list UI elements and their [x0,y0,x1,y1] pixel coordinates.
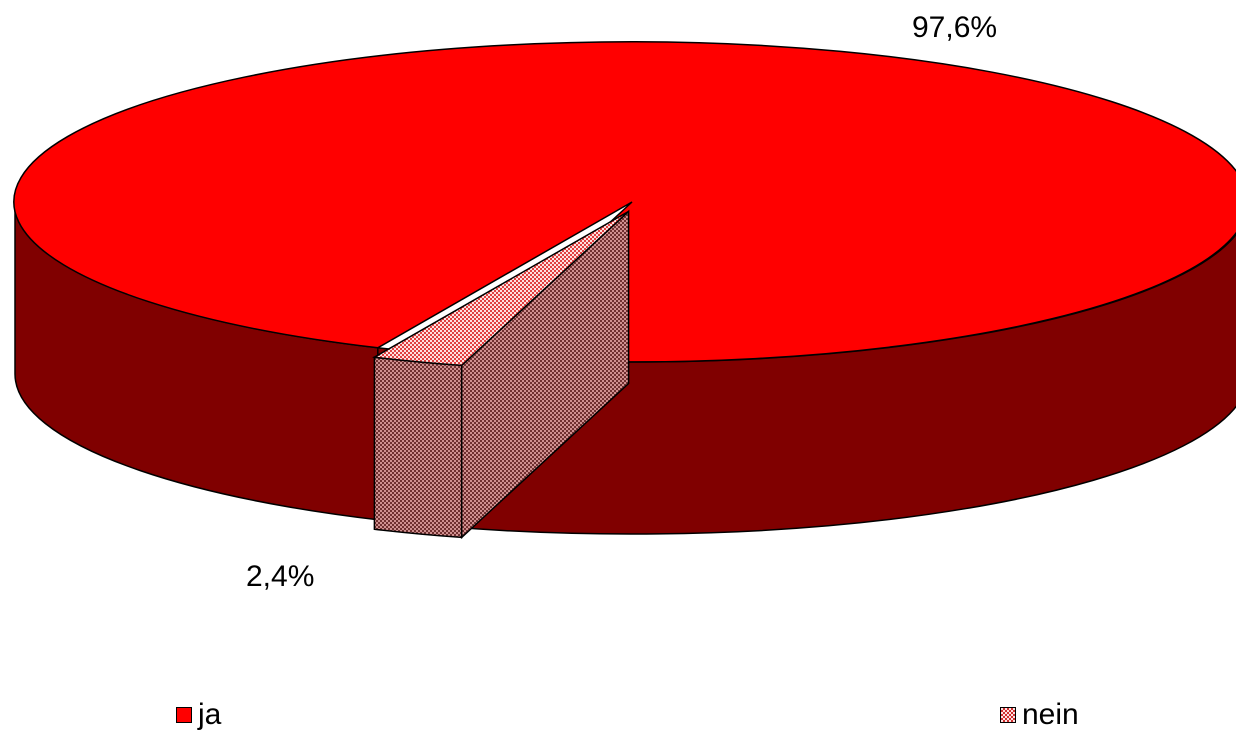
legend-item-ja: ja [176,700,221,730]
legend-label-nein: nein [1022,700,1079,730]
data-label-ja: 97,6% [912,11,997,44]
solid-red-swatch-icon [176,707,192,723]
legend-item-nein: nein [1000,700,1079,730]
checkered-pink-swatch-icon [1000,707,1016,723]
legend-label-ja: ja [198,700,221,730]
pie-slice-nein-front [374,357,461,537]
data-label-nein: 2,4% [246,560,314,593]
